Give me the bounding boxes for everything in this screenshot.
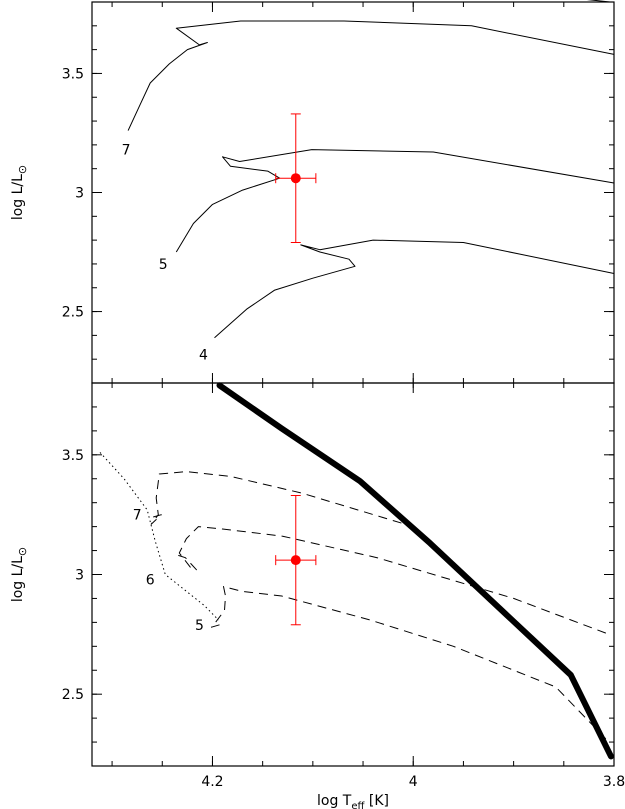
plot-frame xyxy=(91,382,615,767)
star-data-point xyxy=(290,555,301,566)
top-panel: 2.5 3 3.5 7 5 4 log L/L⊙ xyxy=(10,0,615,384)
track-7-line xyxy=(127,20,615,131)
y-tick-label: 3 xyxy=(75,568,84,584)
track-5-line xyxy=(175,149,615,253)
track-5-line xyxy=(211,586,610,743)
track-7-line xyxy=(150,471,461,573)
track-label-5: 5 xyxy=(195,618,204,634)
track-line xyxy=(586,0,611,3)
y-tick-label: 3.5 xyxy=(62,66,84,82)
x-tick-label: 4.2 xyxy=(201,774,223,790)
y-axis-label: log L/L⊙ xyxy=(10,165,29,220)
y-tick-label: 2.5 xyxy=(62,687,84,703)
thick-boundary-line xyxy=(216,382,614,760)
track-label-5: 5 xyxy=(159,257,168,273)
x-axis-label-unit: [K] xyxy=(364,793,389,809)
y-axis-label-text: log L/L xyxy=(10,556,26,602)
y-axis-label-text: log L/L xyxy=(10,174,26,220)
y-tick-label: 2.5 xyxy=(62,305,84,321)
y-axis-label-sun-symbol: ⊙ xyxy=(16,547,29,556)
track-label-7: 7 xyxy=(133,508,142,524)
y-axis-label: log L/L⊙ xyxy=(10,547,29,602)
track-4-line xyxy=(214,239,615,339)
plot-frame xyxy=(91,1,615,384)
x-axis-label-subscript: eff xyxy=(351,801,365,809)
star-data-point xyxy=(290,173,301,184)
dotted-envelope-line xyxy=(99,452,219,621)
x-tick-label: 4 xyxy=(409,774,418,790)
bottom-panel: 2.5 3 3.5 4.2 4 3.8 7 6 5 log L/L⊙ log Teff [K] xyxy=(10,382,625,809)
track-label-4: 4 xyxy=(199,347,208,363)
track-label-7: 7 xyxy=(122,143,131,159)
track-label-6: 6 xyxy=(146,572,155,588)
y-axis-label-sun-symbol: ⊙ xyxy=(16,165,29,174)
x-axis-label-main: log T xyxy=(317,793,352,809)
x-tick-label: 3.8 xyxy=(603,774,625,790)
y-tick-label: 3 xyxy=(75,186,84,202)
track-6-line xyxy=(178,526,610,635)
y-tick-label: 3.5 xyxy=(62,448,84,464)
x-axis-label: log Teff [K] xyxy=(317,793,389,809)
